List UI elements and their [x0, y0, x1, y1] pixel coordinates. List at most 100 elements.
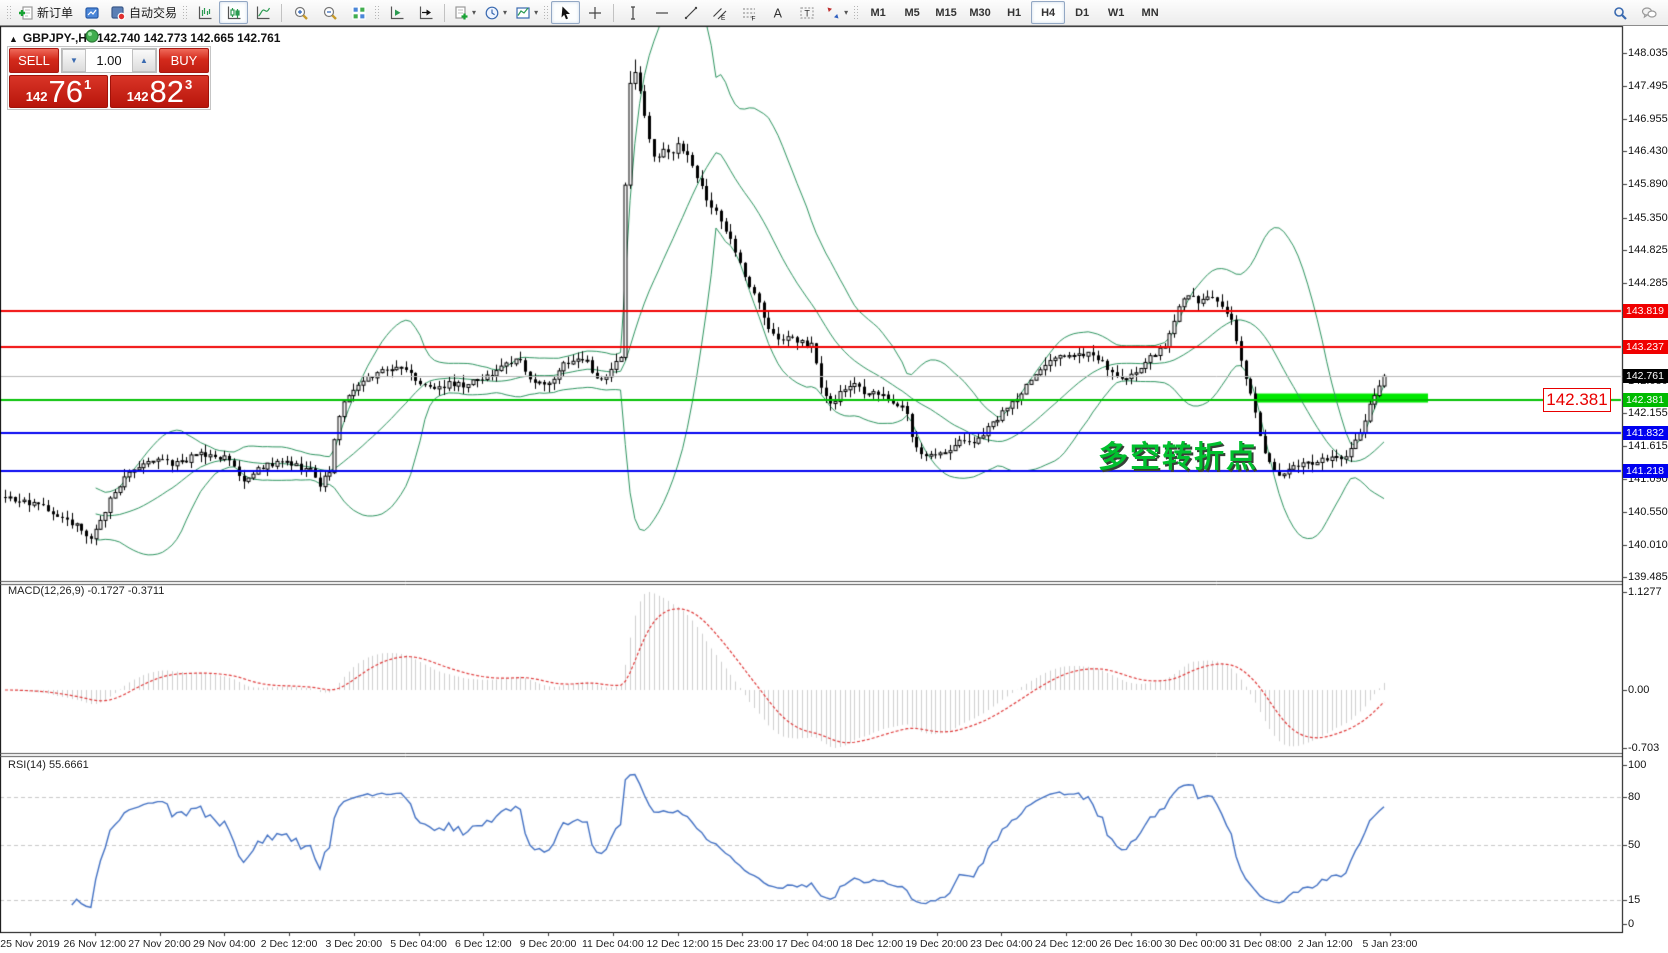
vertical-line-icon: [625, 5, 641, 21]
cursor-icon: [558, 5, 574, 21]
fibonacci-button[interactable]: F: [734, 1, 763, 24]
sell-price-big: 76: [48, 74, 83, 109]
volume-input[interactable]: [86, 49, 132, 72]
rsi-title: RSI(14): [8, 759, 46, 771]
timeframe-w1-button[interactable]: W1: [1107, 6, 1125, 19]
navigator-icon: [84, 28, 100, 44]
periods-icon: [484, 5, 500, 21]
auto-trading-label: 自动交易: [129, 6, 178, 20]
timeframe-m1-button[interactable]: M1: [870, 6, 886, 19]
macd-title: MACD(12,26,9): [8, 585, 85, 597]
auto-trading-icon: [110, 5, 126, 21]
macd-value-signal: -0.3711: [127, 585, 165, 597]
text-label-icon: T: [799, 5, 815, 21]
svg-text:A: A: [773, 6, 782, 20]
chart-shift-button[interactable]: [411, 1, 440, 24]
main-toolbar: 新订单 自动交易 ▾ ▾ ▾ E F A T ▾ M1 M5 M15 M30 H1 H4 D1 W1 MN: [0, 0, 1668, 43]
template-icon: [515, 5, 531, 21]
toolbar-grip: [6, 4, 11, 21]
toolbar-grip: [182, 4, 188, 21]
horizontal-line-button[interactable]: [647, 1, 676, 24]
dropdown-caret-icon: ▾: [844, 7, 849, 17]
arrows-button[interactable]: ▾: [821, 1, 852, 24]
buy-price-prefix: 142: [126, 89, 149, 104]
bar-chart-button[interactable]: [190, 1, 219, 24]
chart-shift-icon: [418, 5, 434, 21]
chart-title: ▲ GBPJPY-,H4 142.740 142.773 142.665 142.…: [9, 31, 280, 45]
vertical-line-button[interactable]: [618, 1, 647, 24]
volume-decrease-button[interactable]: ▼: [62, 49, 86, 72]
new-order-label: 新订单: [37, 6, 74, 20]
price-level-callout[interactable]: 142.381: [1543, 388, 1611, 412]
zoom-out-icon: [322, 5, 338, 21]
collapse-triangle-icon[interactable]: ▲: [9, 34, 18, 44]
search-button[interactable]: [1605, 1, 1634, 24]
navigator-button[interactable]: [77, 24, 106, 47]
toolbar-separator: [281, 3, 283, 22]
dropdown-caret-icon: ▾: [472, 7, 477, 17]
market-watch-icon: [84, 5, 100, 21]
one-click-trade-panel: SELL ▼ ▲ BUY 142 76 1 142 82 3: [7, 46, 211, 110]
tile-windows-icon: [351, 5, 367, 21]
zoom-in-button[interactable]: [286, 1, 315, 24]
chart-text-annotation[interactable]: 多空转折点: [1098, 441, 1258, 474]
template-button[interactable]: ▾: [511, 1, 542, 24]
candlestick-button[interactable]: [219, 1, 249, 24]
zoom-out-button[interactable]: [315, 1, 344, 24]
timeframe-m5-button[interactable]: M5: [904, 6, 920, 19]
svg-text:E: E: [721, 15, 726, 21]
sell-price-button[interactable]: 142 76 1: [9, 75, 108, 108]
buy-price-sup: 3: [184, 77, 193, 92]
timeframe-d1-button[interactable]: D1: [1075, 6, 1090, 19]
timeframe-m15-button[interactable]: M15: [935, 6, 957, 19]
search-icon: [1612, 5, 1628, 21]
text-label-button[interactable]: T: [792, 1, 821, 24]
volume-increase-button[interactable]: ▲: [132, 49, 156, 72]
zoom-in-icon: [293, 5, 309, 21]
market-watch-button[interactable]: [77, 1, 106, 24]
chat-button[interactable]: [1634, 1, 1663, 24]
chat-icon: [1641, 5, 1657, 21]
toolbar-separator: [613, 3, 615, 22]
dropdown-caret-icon: ▾: [503, 7, 508, 17]
sell-button[interactable]: SELL: [9, 48, 59, 73]
sell-price-prefix: 142: [25, 89, 48, 104]
crosshair-button[interactable]: [580, 1, 609, 24]
trendline-icon: [683, 5, 699, 21]
tile-windows-button[interactable]: [344, 1, 373, 24]
macd-label: MACD(12,26,9) -0.1727 -0.3711: [8, 585, 164, 597]
auto-scroll-button[interactable]: [382, 1, 411, 24]
toolbar-separator: [444, 3, 446, 22]
timeframe-h4-button[interactable]: H4: [1031, 1, 1066, 24]
trendline-button[interactable]: [676, 1, 705, 24]
cursor-button[interactable]: [551, 1, 581, 24]
channel-button[interactable]: E: [705, 1, 734, 24]
line-chart-button[interactable]: [248, 1, 277, 24]
text-button[interactable]: A: [763, 1, 792, 24]
toolbar-grip: [853, 4, 859, 21]
buy-price-button[interactable]: 142 82 3: [110, 75, 209, 108]
dropdown-caret-icon: ▾: [534, 7, 539, 17]
symbol-ohlc-text: GBPJPY-,H4 142.740 142.773 142.665 142.7…: [22, 31, 281, 45]
new-order-icon: [18, 5, 34, 21]
volume-control: ▼ ▲: [61, 48, 157, 73]
svg-text:T: T: [804, 8, 810, 18]
auto-scroll-icon: [389, 5, 405, 21]
svg-text:F: F: [751, 15, 755, 21]
timeframe-h1-button[interactable]: H1: [1007, 6, 1022, 19]
new-order-button[interactable]: 新订单: [14, 1, 77, 24]
macd-value-main: -0.1727: [87, 585, 125, 597]
timeframe-m30-button[interactable]: M30: [969, 6, 991, 19]
bar-chart-icon: [197, 5, 213, 21]
candlestick-icon: [226, 5, 242, 21]
rsi-label: RSI(14) 55.6661: [8, 759, 89, 771]
fibonacci-icon: F: [741, 5, 757, 21]
auto-trading-button[interactable]: 自动交易: [106, 1, 181, 24]
new-chart-button[interactable]: ▾: [449, 1, 480, 24]
text-icon: A: [770, 5, 786, 21]
periods-button[interactable]: ▾: [480, 1, 511, 24]
buy-button[interactable]: BUY: [159, 48, 209, 73]
timeframe-mn-button[interactable]: MN: [1141, 6, 1159, 19]
